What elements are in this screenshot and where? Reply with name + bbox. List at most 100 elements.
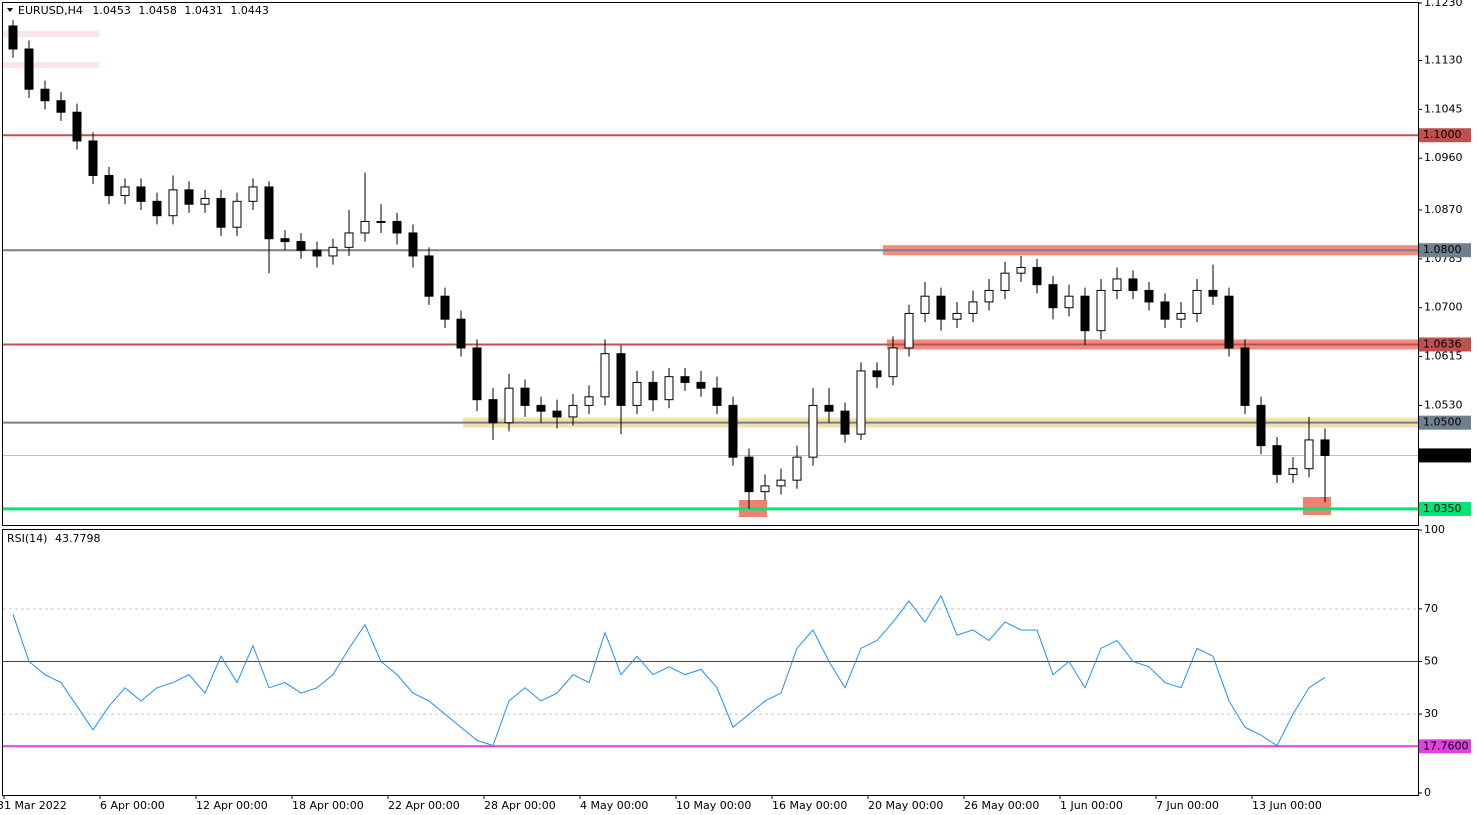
y-tick-label: 0	[1424, 786, 1431, 799]
candle-body	[376, 220, 386, 223]
candle-body	[8, 25, 18, 50]
y-tick-label: 1.0700	[1424, 301, 1463, 314]
level-label-bg	[1419, 243, 1471, 258]
candle-body	[248, 186, 258, 202]
candle-body	[664, 376, 674, 401]
current-price-bg	[1419, 448, 1471, 463]
y-tick-label: 1.0870	[1424, 203, 1463, 216]
y-tick-label: 1.0530	[1424, 398, 1463, 411]
candle-body	[344, 232, 354, 248]
level-label: 1.0636	[1423, 337, 1462, 350]
candle-body	[72, 111, 82, 142]
candle-body	[600, 353, 610, 398]
candle-body	[264, 186, 274, 240]
rsi-value: 43.7798	[55, 532, 101, 545]
level-label: 1.0500	[1423, 416, 1462, 429]
open-price: 1.0453	[92, 4, 131, 17]
candle-body	[88, 140, 98, 176]
candle-body	[888, 347, 898, 378]
candle-body	[904, 312, 914, 349]
candle-body	[136, 186, 146, 202]
price-panel-frame	[2, 2, 1419, 526]
x-tick-label: 22 Apr 00:00	[388, 799, 460, 812]
candle-body	[392, 220, 402, 234]
level-label: 17.7600	[1423, 739, 1469, 752]
candle-body	[936, 295, 946, 320]
candle-body	[1096, 289, 1106, 332]
candle-body	[1176, 312, 1186, 320]
candle-body	[216, 197, 226, 228]
x-tick-label: 20 May 00:00	[868, 799, 943, 812]
candle-body	[1112, 278, 1122, 291]
rsi-panel-frame	[2, 529, 1419, 796]
candle-body	[952, 312, 962, 320]
candle-body	[792, 456, 802, 481]
candle-body	[360, 220, 370, 234]
x-tick-label: 1 Jun 00:00	[1060, 799, 1123, 812]
candle-body	[1064, 295, 1074, 309]
candle-body	[1016, 266, 1026, 274]
candle-body	[1240, 347, 1250, 406]
x-tick-label: 12 Apr 00:00	[196, 799, 268, 812]
candle-body	[1272, 445, 1282, 475]
low-marker	[1303, 497, 1331, 515]
candle-body	[920, 295, 930, 314]
candle-body	[200, 197, 210, 205]
x-tick-label: 26 May 00:00	[964, 799, 1039, 812]
candle-body	[456, 318, 466, 349]
candle-body	[728, 404, 738, 458]
candle-body	[120, 186, 130, 197]
candle-body	[568, 404, 578, 418]
y-tick-label: 1.0615	[1424, 350, 1463, 363]
candle-body	[24, 48, 34, 90]
rsi-header: RSI(14) 43.7798	[7, 532, 100, 545]
candle-body	[328, 246, 338, 257]
rsi-title: RSI(14)	[7, 532, 47, 545]
candle-body	[1192, 289, 1202, 314]
candle-body	[1144, 289, 1154, 303]
candle-body	[1160, 301, 1170, 320]
x-tick-label: 6 Apr 00:00	[100, 799, 165, 812]
rsi-line	[12, 594, 1326, 747]
menu-arrow[interactable]	[7, 8, 13, 12]
candle-body	[1224, 295, 1234, 349]
candle-body	[104, 174, 114, 197]
x-tick-label: 7 Jun 00:00	[1156, 799, 1219, 812]
candle-body	[504, 387, 514, 424]
level-label: 1.0350	[1423, 502, 1462, 515]
candle-body	[1320, 439, 1330, 456]
candle-body	[856, 370, 866, 435]
y-tick-label: 30	[1424, 707, 1438, 720]
candle-body	[760, 485, 770, 493]
candle-body	[1048, 284, 1058, 309]
x-tick-label: 4 May 00:00	[580, 799, 648, 812]
level-label-bg	[1419, 501, 1471, 516]
candle-body	[632, 381, 642, 406]
candle-body	[696, 381, 706, 389]
candle-body	[824, 404, 834, 412]
candle-body	[1128, 278, 1138, 291]
candle-body	[968, 301, 978, 314]
candle-body	[1288, 468, 1298, 475]
candle-body	[1256, 404, 1266, 447]
candle-body	[472, 347, 482, 401]
y-tick-label: 1.1045	[1424, 102, 1463, 115]
candle-body	[872, 370, 882, 378]
x-tick-label: 28 Apr 00:00	[484, 799, 556, 812]
level-label-bg	[1419, 739, 1471, 754]
candle-body	[232, 200, 242, 228]
level-label: 1.0800	[1423, 243, 1462, 256]
candle-body	[152, 200, 162, 217]
current-price-label: 1.0443	[1423, 448, 1462, 461]
highlight	[3, 31, 99, 37]
x-tick-label: 16 May 00:00	[772, 799, 847, 812]
level-label: 1.1000	[1423, 128, 1462, 141]
candle-body	[776, 479, 786, 487]
candle-body	[616, 353, 626, 406]
x-tick-label: 13 Jun 00:00	[1252, 799, 1322, 812]
candle-body	[40, 88, 50, 102]
candle-body	[808, 404, 818, 458]
level-label-bg	[1419, 337, 1471, 352]
